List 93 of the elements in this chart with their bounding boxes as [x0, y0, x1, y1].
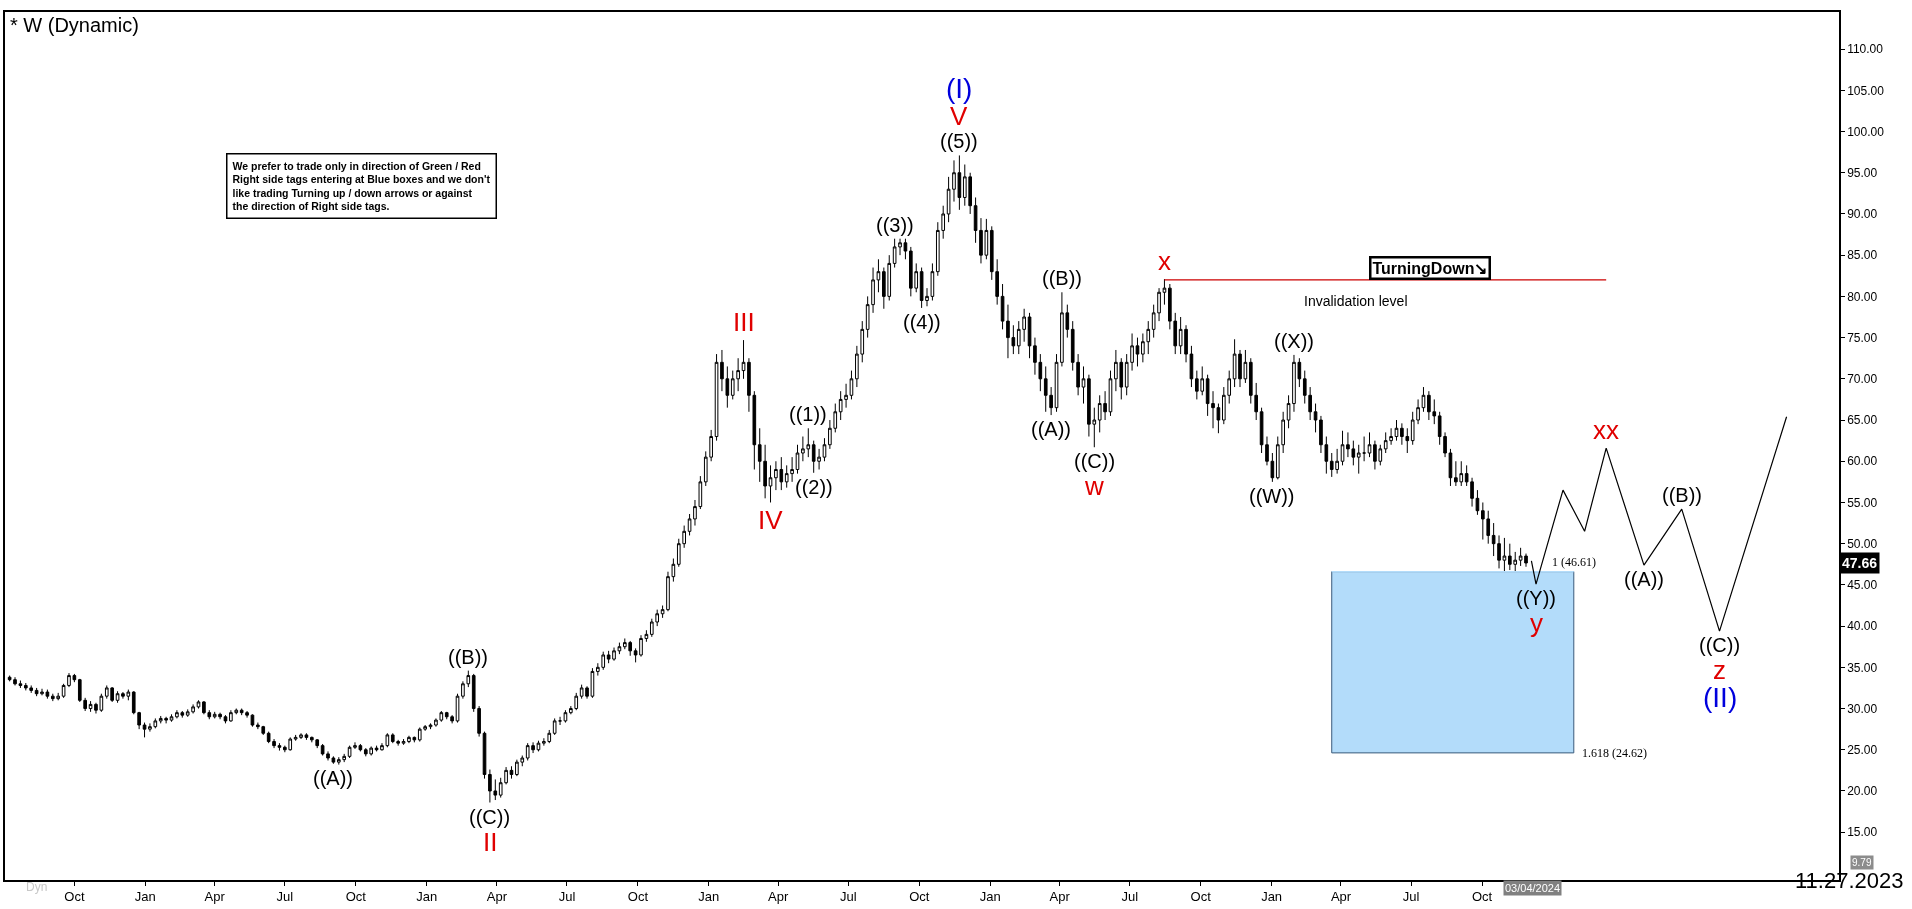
annotation: ((C)) — [469, 806, 511, 828]
annotation: ((3)) — [876, 214, 914, 236]
y-tick-label: 35.00 — [1847, 660, 1878, 675]
y-tick-label: 105.00 — [1847, 83, 1885, 98]
text: 03/04/2024 — [1505, 882, 1561, 894]
x-tick-label: Oct — [627, 889, 649, 905]
candlestick — [1135, 337, 1140, 367]
y-tick-label: 100.00 — [1847, 124, 1885, 139]
annotation: ((2)) — [795, 476, 833, 498]
annotation: ((C)) — [1074, 450, 1116, 472]
candlestick — [1367, 431, 1372, 458]
chart-title: * W (Dynamic) — [9, 14, 139, 36]
annotation: II — [483, 827, 498, 857]
x-tick-label: Jan — [698, 889, 720, 905]
y-tick-label: 110.00 — [1847, 42, 1884, 57]
candlestick — [509, 765, 514, 780]
x-tick-label: Apr — [1049, 889, 1071, 905]
annotation: (II) — [1703, 682, 1738, 713]
annotation: y — [1530, 608, 1543, 638]
candlestick — [169, 713, 174, 723]
y-tick-label: 55.00 — [1847, 495, 1878, 510]
annotation: ((B)) — [1662, 484, 1702, 506]
annotation: ((A)) — [1624, 568, 1664, 590]
y-tick-label: 15.00 — [1847, 825, 1878, 840]
candlestick — [1394, 419, 1399, 442]
candlestick — [563, 709, 568, 724]
annotation: w — [1084, 471, 1104, 501]
y-tick-label: 60.00 — [1847, 454, 1878, 469]
x-tick-label: Jan — [416, 889, 438, 905]
annotation: ((1)) — [789, 403, 827, 425]
candlestick — [768, 464, 773, 503]
x-tick-label: Oct — [1190, 889, 1212, 905]
x-tick-label: Jul — [558, 889, 576, 905]
annotation: ((5)) — [940, 130, 978, 152]
y-tick-label: 50.00 — [1847, 536, 1878, 551]
annotation: Invalidation level — [1304, 293, 1408, 309]
candlestick — [223, 714, 228, 724]
candlestick — [1421, 386, 1426, 413]
annotation: IV — [758, 505, 784, 535]
x-tick-label: Oct — [64, 889, 85, 905]
x-tick-label: Oct — [1471, 889, 1493, 905]
y-tick-label: 30.00 — [1847, 701, 1878, 716]
x-tick-label: Jul — [1121, 889, 1139, 905]
y-tick-label: 75.00 — [1847, 330, 1878, 345]
candlestick — [822, 437, 827, 462]
y-tick-label: 20.00 — [1847, 784, 1878, 799]
annotation: ((C)) — [1699, 634, 1741, 656]
x-tick-label: Apr — [486, 889, 508, 905]
candlestick — [552, 717, 557, 736]
x-tick-label: Oct — [345, 889, 367, 905]
y-tick-label: 25.00 — [1847, 742, 1878, 757]
x-tick-label: Jul — [276, 889, 294, 905]
x-tick-label: Oct — [909, 889, 930, 905]
candlestick — [196, 699, 201, 710]
x-tick-label: Apr — [1330, 889, 1352, 905]
annotation: ((A)) — [313, 767, 353, 789]
annotation: ((A)) — [1031, 418, 1071, 440]
y-tick-label: 90.00 — [1847, 207, 1878, 222]
x-tick-label: Jul — [1402, 889, 1420, 905]
y-tick-label: 40.00 — [1847, 619, 1878, 634]
x-tick-label: Jan — [1261, 889, 1283, 905]
annotation: xx — [1593, 415, 1619, 445]
annotation: ((Y)) — [1516, 587, 1556, 609]
annotation: ((B)) — [448, 646, 488, 668]
annotation: z — [1713, 655, 1726, 685]
x-tick-label: Jan — [134, 889, 156, 905]
y-tick-label: 80.00 — [1847, 289, 1878, 304]
annotation: ((4)) — [903, 311, 941, 333]
text: 47.66 — [1842, 555, 1878, 571]
candlestick — [1362, 436, 1366, 462]
annotation: 1.618 (24.62) — [1582, 746, 1647, 760]
annotation: 1 (46.61) — [1552, 555, 1596, 569]
x-tick-label: Jan — [979, 889, 1001, 905]
y-tick-label: 85.00 — [1847, 248, 1878, 263]
annotation: ((X)) — [1274, 330, 1314, 352]
candlestick — [1356, 444, 1361, 475]
y-tick-label: 70.00 — [1847, 372, 1878, 387]
annotation: TurningDown↘ — [1372, 259, 1488, 277]
annotation: III — [733, 307, 755, 337]
annotation: 11.27.2023 — [1795, 868, 1904, 893]
annotation: x — [1158, 246, 1171, 276]
annotation: We prefer to trade only in direction of Green / Red Right side tags entering at Blue boxes and we don't like trading Turning up / down arrows or against the direction of Right side tags. — [232, 159, 491, 213]
candlestick — [1081, 365, 1086, 405]
annotation: ((B)) — [1042, 267, 1082, 289]
candlestick — [795, 444, 800, 475]
x-tick-label: Apr — [204, 889, 226, 905]
annotation: ((W)) — [1249, 485, 1295, 507]
x-tick-label: Jul — [840, 889, 857, 905]
y-tick-label: 45.00 — [1847, 578, 1878, 593]
y-tick-label: 95.00 — [1847, 165, 1878, 180]
y-tick-label: 65.00 — [1847, 413, 1878, 428]
text: 9.79 — [1852, 857, 1872, 868]
x-tick-label: Apr — [768, 889, 789, 905]
